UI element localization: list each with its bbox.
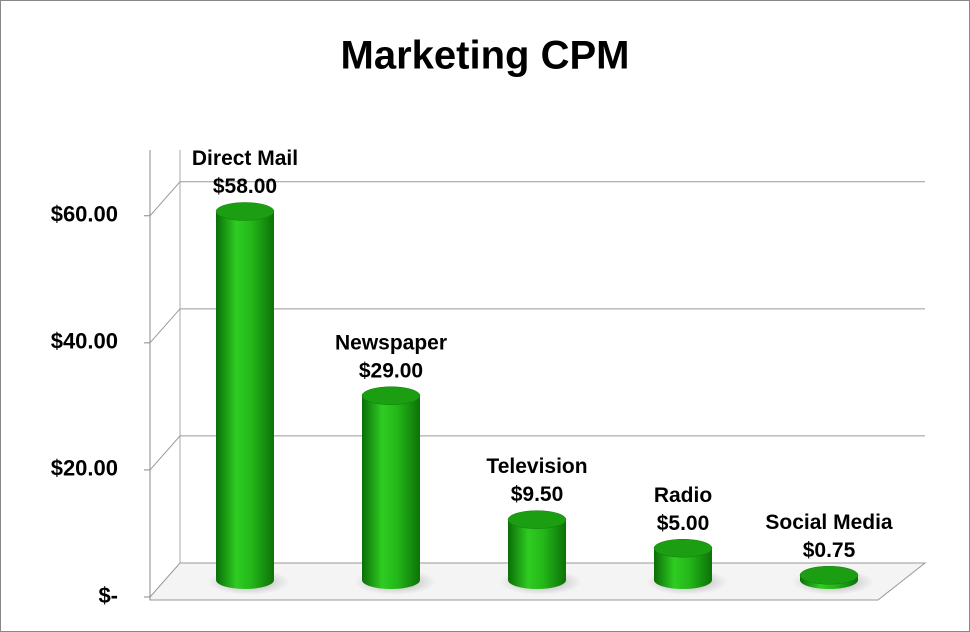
y-tick-label: $60.00 bbox=[51, 202, 118, 227]
y-tick-label: $20.00 bbox=[51, 456, 118, 481]
grid-line bbox=[149, 181, 925, 217]
grid-line bbox=[149, 308, 925, 344]
category-label: Television bbox=[486, 455, 587, 478]
value-label: $5.00 bbox=[657, 512, 710, 535]
grid-line bbox=[149, 435, 925, 471]
bar-top bbox=[507, 510, 567, 529]
y-tick-label: $40.00 bbox=[51, 329, 118, 354]
bar bbox=[508, 519, 566, 589]
category-label: Social Media bbox=[765, 511, 893, 534]
bar-top bbox=[653, 538, 713, 558]
bar-top bbox=[361, 386, 421, 405]
category-label: Newspaper bbox=[335, 331, 447, 354]
value-label: $9.50 bbox=[511, 483, 564, 506]
value-label: $58.00 bbox=[213, 175, 277, 198]
value-label: $0.75 bbox=[803, 539, 856, 562]
y-tick-label: $- bbox=[98, 583, 118, 608]
value-label: $29.00 bbox=[359, 359, 423, 382]
category-label: Radio bbox=[654, 484, 712, 507]
chart-title: Marketing CPM bbox=[341, 34, 630, 78]
bar bbox=[654, 548, 712, 589]
bar bbox=[362, 395, 420, 589]
category-label: Direct Mail bbox=[192, 147, 298, 170]
bar bbox=[216, 211, 274, 589]
bar-top bbox=[799, 565, 859, 585]
bar-top bbox=[215, 202, 275, 221]
